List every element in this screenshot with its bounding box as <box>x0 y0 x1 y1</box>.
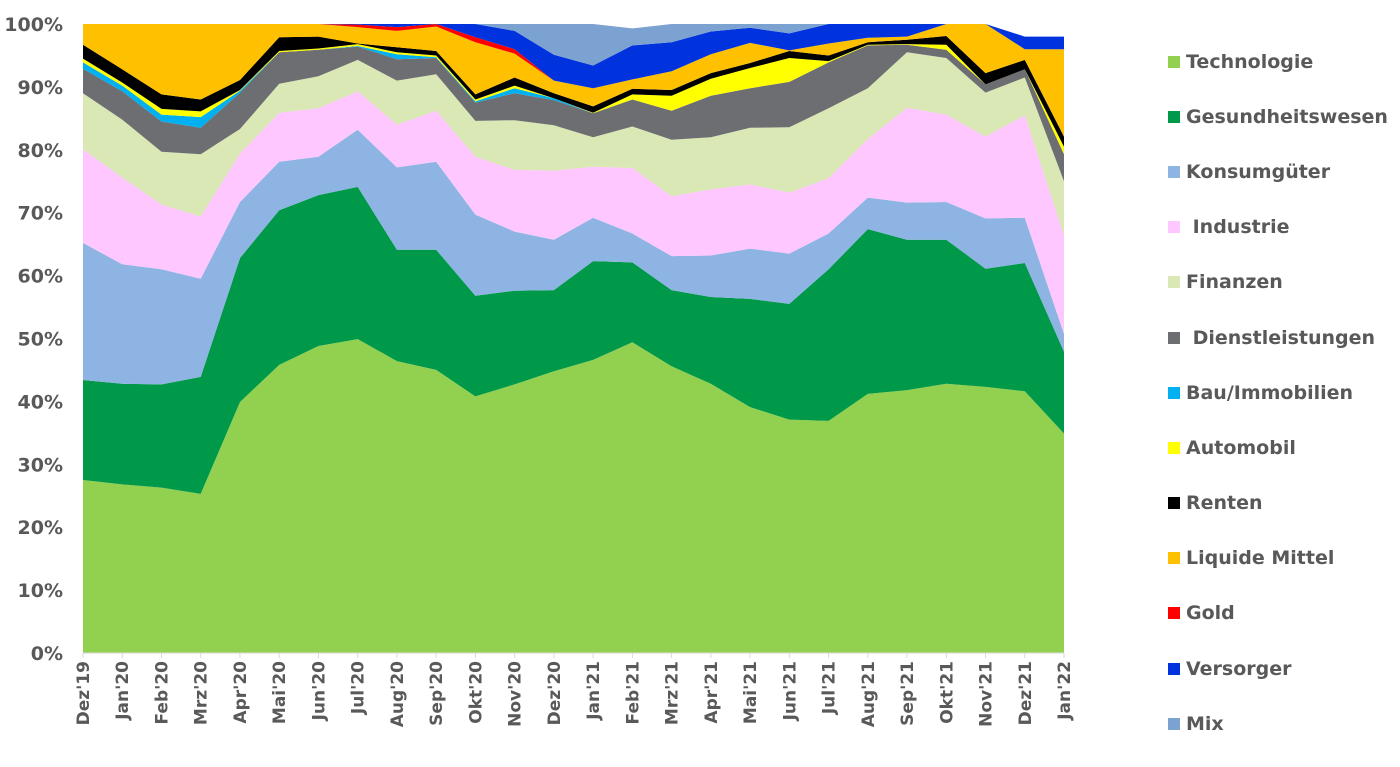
y-tick-label: 50% <box>18 329 63 351</box>
legend-item: Renten <box>1168 476 1388 531</box>
legend-item: Technologie <box>1168 34 1388 89</box>
legend-item: Mix <box>1168 696 1388 751</box>
y-tick-label: 0% <box>31 643 63 665</box>
area-series-4 <box>83 52 1064 236</box>
x-tick-label: Nov'20 <box>506 661 526 727</box>
y-tick-label: 30% <box>18 454 63 476</box>
y-tick-label: 100% <box>4 14 63 36</box>
x-tick-label: Mrz'20 <box>192 661 212 725</box>
area-layer <box>83 24 1064 653</box>
x-axis: Dez'19 Jan'20 Feb'20 Mrz'20 Apr'20 Mai'20 Jun'… <box>74 653 1075 727</box>
legend-label: Technologie <box>1186 50 1314 73</box>
legend-swatch <box>1168 497 1180 510</box>
legend-label: Versorger <box>1186 657 1292 680</box>
x-tick-label: Nov'21 <box>977 661 997 727</box>
x-tick-label: Jun'21 <box>780 661 800 721</box>
legend-item: Gold <box>1168 586 1388 641</box>
legend-label: Gesundheitswesen <box>1186 105 1388 128</box>
y-tick-label: 90% <box>18 77 63 99</box>
x-tick-label: Jun'20 <box>309 661 329 722</box>
x-tick-label: Aug'21 <box>859 661 879 727</box>
legend-item: Dienstleistungen <box>1168 310 1388 365</box>
x-tick-label: Jul'20 <box>349 661 369 715</box>
y-tick-label: 20% <box>18 517 63 539</box>
y-axis: 0% 10% 20% 30% 40% 50% 60% 70% 80% 90% 100% <box>4 14 63 665</box>
legend: Technologie Gesundheitswesen Konsumgüter I… <box>1168 34 1388 751</box>
legend-item: Finanzen <box>1168 255 1388 310</box>
x-tick-label: Jan'20 <box>113 661 133 721</box>
legend-swatch <box>1168 55 1180 68</box>
area-series-3 <box>83 91 1064 335</box>
area-series-12 <box>83 24 1064 66</box>
legend-label: Gold <box>1186 602 1235 625</box>
area-series-11 <box>83 24 1064 89</box>
legend-swatch <box>1168 386 1180 399</box>
x-tick-label: Sep'21 <box>898 661 918 726</box>
x-tick-label: Mai'20 <box>270 661 290 724</box>
x-tick-label: Apr'20 <box>231 661 251 724</box>
y-tick-label: 10% <box>18 580 63 602</box>
y-tick-label: 80% <box>18 140 63 162</box>
legend-label: Automobil <box>1186 436 1296 459</box>
x-tick-label: Jul'21 <box>820 661 840 715</box>
legend-label: Bau/Immobilien <box>1186 381 1354 404</box>
legend-swatch <box>1168 221 1180 234</box>
x-tick-label: Okt'21 <box>937 661 957 724</box>
x-tick-label: Apr'21 <box>702 661 722 724</box>
legend-label: Industrie <box>1186 216 1290 239</box>
legend-item: Liquide Mittel <box>1168 531 1388 586</box>
legend-swatch <box>1168 441 1180 454</box>
x-tick-label: Dez'20 <box>545 661 565 726</box>
legend-swatch <box>1168 662 1180 675</box>
legend-item: Konsumgüter <box>1168 144 1388 199</box>
x-tick-label: Feb'20 <box>152 661 172 725</box>
legend-label: Liquide Mittel <box>1186 547 1335 570</box>
x-tick-label: Dez'19 <box>74 661 94 725</box>
legend-item: Industrie <box>1168 200 1388 255</box>
x-tick-label: Aug'20 <box>388 661 408 727</box>
legend-label: Renten <box>1186 492 1263 515</box>
x-tick-label: Feb'21 <box>623 661 643 724</box>
legend-item: Gesundheitswesen <box>1168 89 1388 144</box>
legend-swatch <box>1168 552 1180 565</box>
x-tick-label: Mrz'21 <box>663 661 683 725</box>
legend-item: Automobil <box>1168 420 1388 475</box>
x-tick-label: Mai'21 <box>741 661 761 724</box>
y-tick-label: 70% <box>18 203 63 225</box>
area-series-5 <box>83 44 1064 182</box>
legend-swatch <box>1168 276 1180 289</box>
x-tick-label: Okt'20 <box>466 661 486 724</box>
x-tick-label: Jan'21 <box>584 661 604 721</box>
x-tick-label: Dez'21 <box>1016 661 1036 725</box>
legend-item: Bau/Immobilien <box>1168 365 1388 420</box>
legend-swatch <box>1168 331 1180 344</box>
legend-item: Versorger <box>1168 641 1388 696</box>
area-series-2 <box>83 129 1064 385</box>
x-tick-label: Jan'22 <box>1055 661 1075 721</box>
legend-swatch <box>1168 717 1180 730</box>
area-series-9 <box>83 24 1064 137</box>
legend-swatch <box>1168 110 1180 123</box>
y-tick-label: 60% <box>18 266 63 288</box>
legend-label: Konsumgüter <box>1186 160 1331 183</box>
legend-label: Finanzen <box>1186 271 1283 294</box>
legend-label: Mix <box>1186 712 1224 735</box>
y-tick-label: 40% <box>18 391 63 413</box>
x-tick-label: Sep'20 <box>427 661 447 726</box>
area-series-1 <box>83 186 1064 494</box>
legend-swatch <box>1168 165 1180 178</box>
legend-swatch <box>1168 607 1180 620</box>
legend-label: Dienstleistungen <box>1186 326 1376 349</box>
area-series-0 <box>83 339 1064 653</box>
